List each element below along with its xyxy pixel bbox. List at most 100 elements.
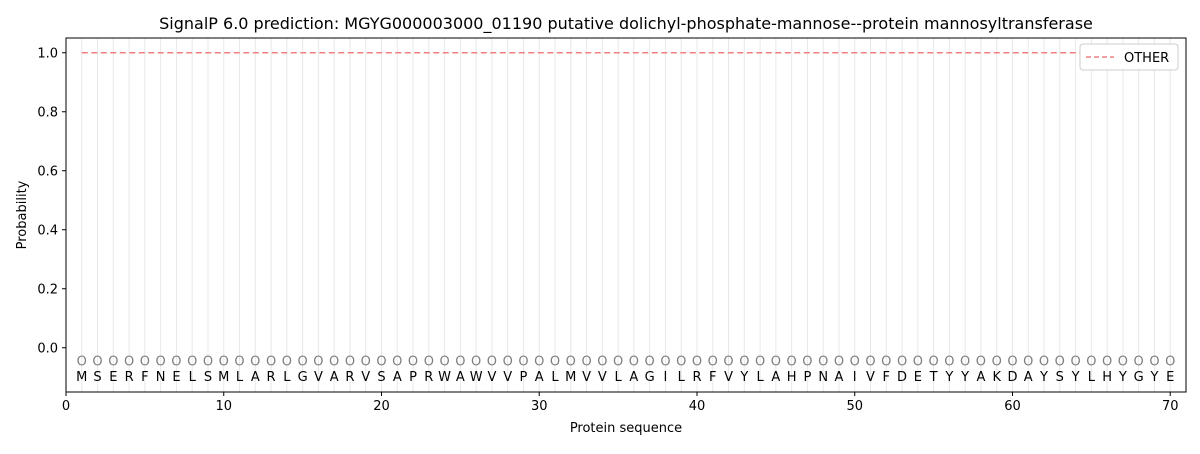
residue-letter: Y — [739, 370, 748, 385]
region-label: O — [534, 355, 544, 370]
region-label: O — [881, 355, 891, 370]
residue-letter: S — [204, 370, 212, 385]
region-label: O — [1102, 355, 1112, 370]
region-label: O — [282, 355, 292, 370]
residue-letter: T — [929, 370, 938, 385]
residue-letter: F — [141, 370, 148, 385]
region-label: O — [345, 355, 355, 370]
region-label: O — [566, 355, 576, 370]
residue-letter: L — [678, 370, 686, 385]
residue-letter: F — [883, 370, 890, 385]
region-label: O — [550, 355, 560, 370]
residue-letter: L — [236, 370, 244, 385]
residue-letter: H — [1102, 370, 1112, 385]
residue-letter: A — [251, 370, 260, 385]
region-label: O — [140, 355, 150, 370]
residue-letter: P — [409, 370, 417, 385]
residue-letter: D — [1007, 370, 1017, 385]
region-label: O — [581, 355, 591, 370]
region-label: O — [518, 355, 528, 370]
y-tick-label: 0.0 — [37, 341, 58, 356]
region-label: O — [787, 355, 797, 370]
region-label: O — [928, 355, 938, 370]
region-label: O — [361, 355, 371, 370]
region-label: O — [92, 355, 102, 370]
residue-letter: K — [992, 370, 1001, 385]
region-label: O — [771, 355, 781, 370]
residue-letter: L — [1088, 370, 1096, 385]
residue-letter: V — [487, 370, 496, 385]
residue-letter: R — [424, 370, 433, 385]
residue-letter: Y — [1071, 370, 1080, 385]
residue-letter: A — [456, 370, 465, 385]
region-label: O — [1007, 355, 1017, 370]
residue-letter: N — [818, 370, 828, 385]
region-label: O — [1086, 355, 1096, 370]
residue-letter: L — [189, 370, 197, 385]
region-label: O — [692, 355, 702, 370]
residue-letter: A — [629, 370, 638, 385]
region-label: O — [1165, 355, 1175, 370]
region-label: O — [723, 355, 733, 370]
residue-letter: R — [125, 370, 134, 385]
region-label: O — [960, 355, 970, 370]
residue-letter: V — [866, 370, 875, 385]
residue-letter: R — [692, 370, 701, 385]
region-label: O — [203, 355, 213, 370]
region-label: O — [1070, 355, 1080, 370]
residue-letter: L — [614, 370, 622, 385]
region-label: O — [471, 355, 481, 370]
residue-letter: V — [503, 370, 512, 385]
residue-letter: V — [582, 370, 591, 385]
region-label: O — [1134, 355, 1144, 370]
residue-letter: H — [787, 370, 797, 385]
x-tick-label: 40 — [689, 399, 706, 414]
x-tick-label: 30 — [531, 399, 548, 414]
legend: OTHER — [1079, 43, 1179, 71]
region-label: O — [219, 355, 229, 370]
residue-letter: L — [283, 370, 291, 385]
x-tick-label: 70 — [1162, 399, 1179, 414]
region-label: O — [739, 355, 749, 370]
residue-letter: A — [1024, 370, 1033, 385]
region-label: O — [802, 355, 812, 370]
legend-box — [1079, 43, 1179, 71]
region-label: O — [1023, 355, 1033, 370]
axis-layer: 0 10 20 30 40 50 60 70 0.0 0.2 0.4 0.6 0.8 1.0 — [37, 46, 1178, 414]
x-tick-label: 50 — [846, 399, 863, 414]
region-label: O — [755, 355, 765, 370]
residue-letter: R — [345, 370, 354, 385]
region-label: O — [392, 355, 402, 370]
residue-letter: G — [645, 370, 655, 385]
residue-letter: E — [914, 370, 922, 385]
region-label: O — [108, 355, 118, 370]
region-label: O — [944, 355, 954, 370]
region-label: O — [187, 355, 197, 370]
residue-letter: E — [109, 370, 117, 385]
region-label: O — [850, 355, 860, 370]
region-label: O — [1055, 355, 1065, 370]
y-tick-label: 0.6 — [37, 164, 58, 179]
region-label: O — [676, 355, 686, 370]
grid-layer — [81, 38, 1171, 392]
residue-letter: A — [535, 370, 544, 385]
region-label: O — [234, 355, 244, 370]
residue-letter: M — [218, 370, 229, 385]
residue-letter: Y — [1039, 370, 1048, 385]
y-tick-label: 0.2 — [37, 282, 58, 297]
residue-letter: V — [598, 370, 607, 385]
residue-letter: I — [853, 370, 857, 385]
residue-letter: S — [93, 370, 101, 385]
region-label: O — [629, 355, 639, 370]
region-label: O — [439, 355, 449, 370]
y-axis-label: Probability — [15, 180, 30, 249]
residue-letter: W — [470, 370, 483, 385]
residue-letter: G — [298, 370, 308, 385]
residue-letter: R — [267, 370, 276, 385]
plot-frame — [65, 37, 1187, 393]
region-label: O — [708, 355, 718, 370]
residue-letter: A — [393, 370, 402, 385]
region-label: O — [1118, 355, 1128, 370]
region-label: O — [1149, 355, 1159, 370]
